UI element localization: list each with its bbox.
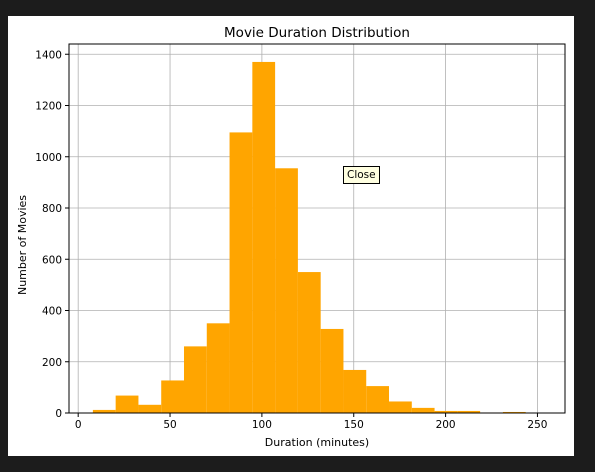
close-tooltip: Close [343,166,380,184]
y-tick-label: 0 [55,408,62,420]
histogram-bar [252,61,276,413]
histogram-bar [275,168,298,413]
histogram-bar [297,272,321,413]
histogram-bar [411,407,435,413]
histogram-bar [389,401,412,413]
y-tick-label: 600 [42,254,62,266]
grid-lines [69,44,565,414]
histogram-bar [206,323,230,413]
x-tick-label: 50 [163,419,176,431]
histogram-bar [457,410,481,413]
histogram-bars [92,61,549,413]
plot-border [68,43,566,414]
y-axis-label: Number of Movies [16,195,29,295]
histogram-bar [138,404,162,413]
histogram-bar [161,380,184,413]
y-tick-label: 400 [42,306,62,318]
y-tick-label: 1000 [35,152,62,164]
x-tick-label: 150 [344,419,364,431]
y-axis-ticks: 0 200 400 600 800 1000 1200 1400 [35,49,69,420]
histogram-bar [229,132,253,413]
x-axis-ticks: 0 50 100 150 200 250 [75,413,547,431]
histogram-bar [434,410,458,413]
histogram-bar [320,328,344,413]
histogram-bar [366,386,390,413]
y-tick-label: 200 [42,357,62,369]
x-tick-label: 200 [436,419,456,431]
chart-title: Movie Duration Distribution [224,25,410,41]
x-tick-label: 250 [527,419,547,431]
histogram-bar [92,409,116,413]
y-tick-label: 800 [42,203,62,215]
histogram-bar [115,395,139,413]
histogram-bar [183,346,207,413]
figure-window: Movie Duration Distribution 0 50 100 150 200… [8,16,574,456]
histogram-chart: Movie Duration Distribution 0 50 100 150 200… [16,25,566,449]
axes-frame [68,43,566,414]
y-tick-label: 1200 [35,101,62,113]
histogram-bar [502,411,526,413]
y-tick-label: 1400 [35,49,62,61]
x-axis-label: Duration (minutes) [265,436,369,449]
histogram-bar [343,369,367,413]
x-tick-label: 100 [252,419,272,431]
x-tick-label: 0 [75,419,82,431]
